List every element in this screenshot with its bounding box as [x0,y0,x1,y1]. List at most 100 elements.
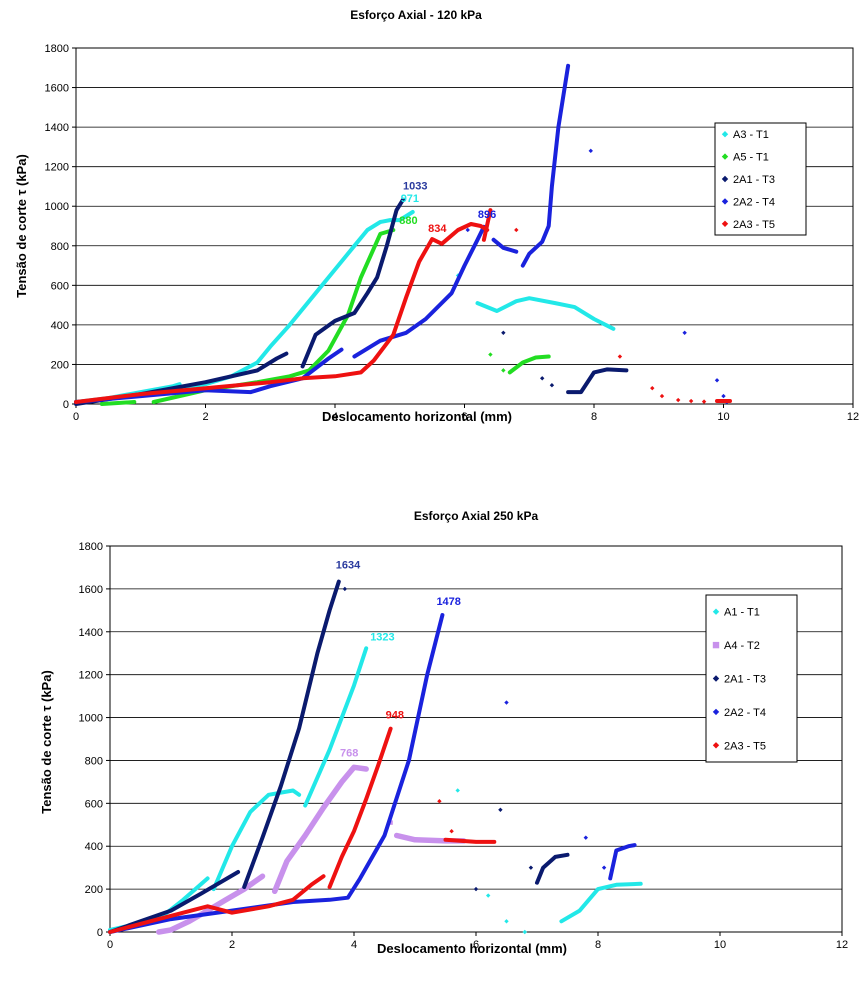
legend-label: 2A3 - T5 [733,219,775,231]
legend-marker [712,675,720,682]
data-point [540,376,545,381]
series-2a2-t4 [108,613,637,934]
legend-marker [721,198,729,205]
y-tick-label: 1000 [45,201,69,213]
x-tick-label: 6 [461,411,467,423]
data-point [437,798,442,804]
legend-item: A4 - T2 [712,640,760,652]
x-tick-label: 0 [107,939,113,951]
y-axis-title: Tensão de corte τ (kPa) [14,154,29,298]
data-label: 768 [340,747,358,759]
x-tick-label: 4 [332,411,338,423]
legend-box [714,122,807,236]
series-line [303,646,369,808]
data-point [549,383,555,388]
series-line [108,874,326,934]
series-line [327,726,393,889]
legend-marker [721,175,729,183]
legend-item: 2A3 - T5 [712,740,766,752]
y-tick-label: 600 [85,798,103,810]
data-point [504,700,509,705]
data-point [688,398,694,404]
x-axis-title: Deslocamento horizontal (mm) [322,409,512,424]
series-line [475,296,616,331]
data-point [465,227,470,233]
x-tick-label: 0 [73,411,79,423]
y-tick-label: 1600 [79,584,103,596]
chart-title: Esforço Axial - 120 kPa [350,8,482,22]
series-2a3-t5 [108,726,497,934]
data-point [583,835,588,840]
legend: A1 - T1 A4 - T2 2A1 - T3 2A2 - T4 2A3 - T5 [705,594,798,763]
data-point [682,330,687,335]
series-line [608,843,637,881]
legend-label: 2A3 - T5 [724,740,766,752]
legend-label: A5 - T1 [733,152,769,164]
series-line [108,613,445,934]
legend-item: 2A3 - T5 [721,219,775,231]
data-point [701,399,707,404]
data-point [650,385,655,391]
y-tick-label: 600 [51,280,69,292]
chart-axial-120: Esforço Axial - 120 kPa Deslocamento hor… [14,8,859,424]
x-tick-label: 12 [847,411,859,423]
data-point [721,393,726,399]
y-tick-label: 400 [85,841,103,853]
y-tick-label: 1000 [79,713,103,725]
series-line [99,400,137,406]
data-label: 971 [401,193,419,205]
series-line [300,197,405,369]
legend-marker [721,131,729,138]
data-point [504,919,509,924]
legend-item: 2A1 - T3 [712,674,766,686]
data-label: 1634 [336,560,361,572]
x-axis-title: Deslocamento horizontal (mm) [377,941,567,956]
series-2a3-t5 [74,208,732,404]
legend-label: 2A2 - T4 [733,196,775,208]
data-label: 896 [478,209,496,221]
y-tick-label: 200 [51,359,69,371]
legend-label: 2A1 - T3 [724,674,766,686]
series-line [559,881,643,924]
data-point [528,865,534,870]
y-tick-label: 0 [97,927,103,939]
y-axis-title: Tensão de corte τ (kPa) [39,670,54,814]
data-label: 1478 [436,596,460,608]
x-tick-label: 2 [202,411,208,423]
data-point [659,393,665,399]
data-point [473,886,479,892]
legend-box [705,594,798,763]
x-tick-label: 12 [836,939,848,951]
data-point [617,354,623,359]
x-tick-label: 8 [591,411,597,423]
legend-label: 2A2 - T4 [724,707,766,719]
data-point [675,397,681,403]
data-point [498,807,503,812]
data-label: 948 [386,710,404,722]
series-line [443,837,497,844]
x-tick-label: 2 [229,939,235,951]
legend: A3 - T1 A5 - T1 2A1 - T3 2A2 - T4 2A3 - T5 [714,122,807,236]
legend-marker [712,608,720,615]
y-tick-label: 1400 [79,627,103,639]
series-line [156,873,266,935]
legend-item: 2A2 - T4 [712,707,766,719]
y-tick-label: 400 [51,320,69,332]
data-point [501,368,506,373]
series-line [566,367,629,395]
y-tick-label: 1200 [79,670,103,682]
data-label: 834 [428,223,447,235]
x-tick-label: 4 [351,939,357,951]
legend-item: 2A1 - T3 [721,174,775,186]
legend-marker [712,641,720,649]
y-tick-label: 800 [85,755,103,767]
y-tick-label: 1800 [45,43,69,55]
data-point [522,929,527,935]
series-line [74,222,490,404]
series-line [535,852,570,885]
legend-item: A1 - T1 [712,607,760,619]
legend-label: A3 - T1 [733,129,769,141]
data-point [455,788,460,793]
